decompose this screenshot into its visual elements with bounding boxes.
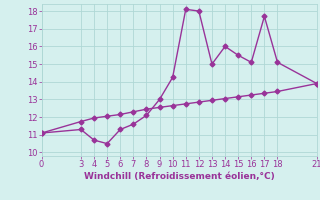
X-axis label: Windchill (Refroidissement éolien,°C): Windchill (Refroidissement éolien,°C) <box>84 172 275 181</box>
